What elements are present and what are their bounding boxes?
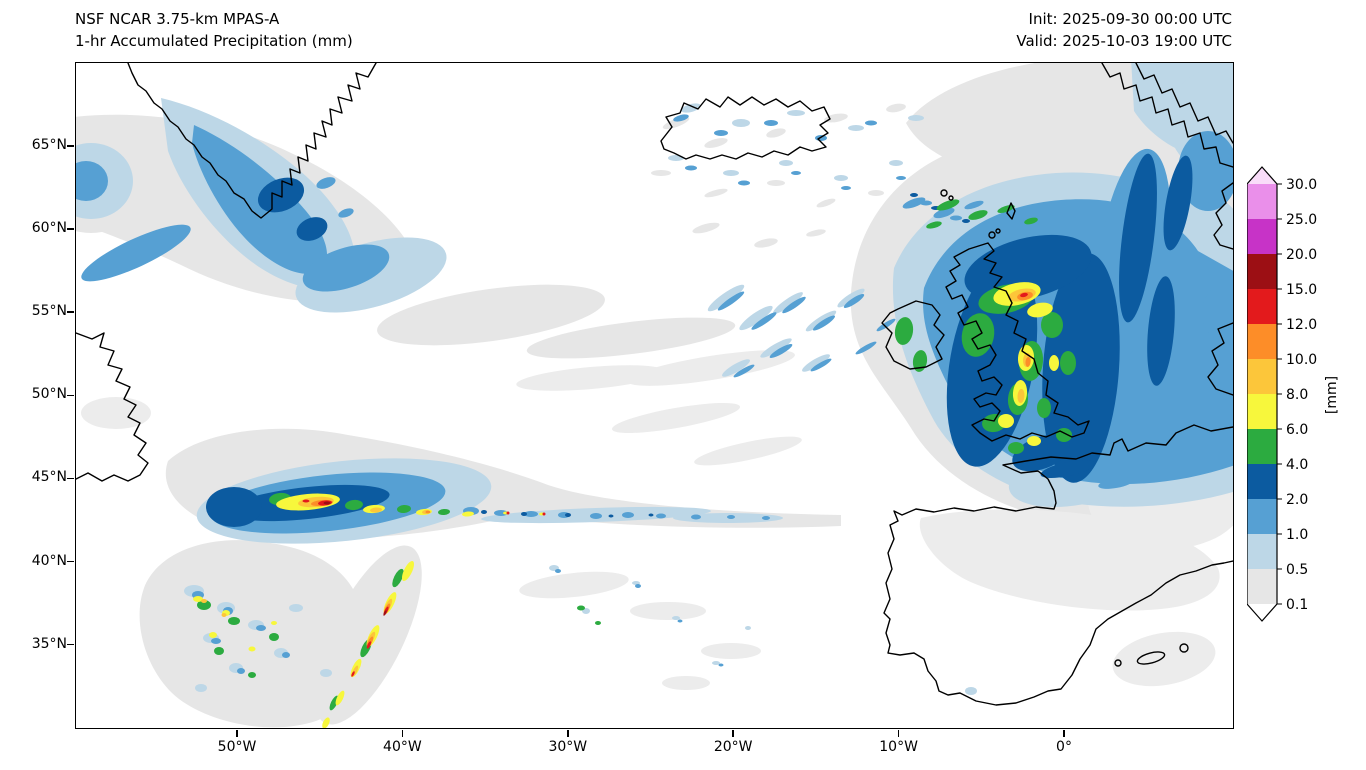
- init-time: Init: 2025-09-30 00:00 UTC: [1028, 10, 1232, 28]
- colorbar-segment: [1247, 499, 1277, 534]
- greenland-coastline: [127, 63, 377, 219]
- lon-tick-label: 30°W: [548, 739, 588, 755]
- valid-time: Valid: 2025-10-03 19:00 UTC: [1016, 32, 1232, 50]
- norway-south-cape-coastline: [1213, 182, 1233, 250]
- colorbar-tick-label: 12.0: [1286, 317, 1317, 333]
- lat-tick-label: 40°N: [31, 552, 67, 569]
- product-name: 1-hr Accumulated Precipitation (mm): [75, 32, 353, 50]
- colorbar: 0.1 0.5 1.0 2.0 4.0 6.0 8.0 10.0 12.0 15.0 20.0 25.…: [1246, 166, 1362, 630]
- iceland-coastline: [660, 96, 831, 160]
- balearic-islands-coastline: [1136, 651, 1166, 665]
- colorbar-tick-label: 15.0: [1286, 282, 1317, 298]
- faroe-islands-coastline: [940, 189, 948, 197]
- colorbar-tick-label: 1.0: [1286, 527, 1308, 543]
- lon-tick-mark: [1063, 730, 1065, 737]
- colorbar-segment: [1247, 254, 1277, 289]
- colorbar-tick-label: 4.0: [1286, 457, 1308, 473]
- lat-tick-mark: [67, 560, 74, 563]
- lon-tick-mark: [236, 730, 238, 737]
- balearic-islands-coastline: [1114, 659, 1122, 667]
- lon-tick-mark: [567, 730, 569, 737]
- colorbar-segment: [1247, 289, 1277, 324]
- colorbar-segment: [1247, 324, 1277, 359]
- colorbar-tick-label: 0.1: [1286, 597, 1308, 613]
- colorbar-tick-label: 10.0: [1286, 352, 1317, 368]
- plot-title-block: NSF NCAR 3.75-km MPAS-A 1-hr Accumulated…: [75, 8, 353, 52]
- map-canvas: [75, 62, 1234, 729]
- model-name: NSF NCAR 3.75-km MPAS-A: [75, 10, 280, 28]
- precipitation-map: [76, 63, 1233, 728]
- colorbar-tick-label: 0.5: [1286, 562, 1308, 578]
- plot-time-block: Init: 2025-09-30 00:00 UTC Valid: 2025-1…: [1016, 8, 1232, 52]
- lon-tick-mark: [897, 730, 900, 737]
- precip-darkred-layer: [323, 501, 387, 616]
- lon-tick-mark: [401, 730, 404, 737]
- lat-tick-label: 35°N: [31, 635, 67, 652]
- norway-coastline: [1101, 63, 1233, 168]
- colorbar-tick-label: 2.0: [1286, 492, 1308, 508]
- colorbar-segment: [1247, 184, 1277, 219]
- colorbar-over-arrow: [1247, 167, 1277, 184]
- orkney-coastline: [988, 231, 996, 239]
- great-britain-coastline: [945, 242, 1090, 442]
- colorbar-tick-label: 30.0: [1286, 177, 1317, 193]
- lon-tick-label: 10°W: [879, 739, 918, 755]
- lat-tick-mark: [67, 477, 74, 480]
- colorbar-segment: [1247, 429, 1277, 464]
- newfoundland-coastline: [76, 332, 149, 482]
- lat-tick-label: 60°N: [31, 220, 67, 237]
- lat-tick-mark: [67, 643, 74, 646]
- colorbar-tick-label: 25.0: [1286, 212, 1317, 228]
- lon-tick-label: 40°W: [383, 739, 422, 755]
- colorbar-tick-label: 20.0: [1286, 247, 1317, 263]
- norway-fjord-line: [1135, 63, 1233, 144]
- colorbar-segment: [1247, 359, 1277, 394]
- lat-tick-label: 65°N: [31, 137, 67, 153]
- colorbar-tick-label: 8.0: [1286, 387, 1308, 403]
- denmark-coastline: [1207, 322, 1233, 396]
- colorbar-tick-label: 6.0: [1286, 422, 1308, 438]
- lon-tick-label: 0°: [1056, 739, 1072, 755]
- orkney-coastline: [995, 228, 1001, 234]
- lat-tick-label: 55°N: [31, 303, 67, 320]
- lat-tick-mark: [67, 145, 74, 147]
- europe-mainland-coastline: [883, 424, 1233, 706]
- colorbar-segment: [1247, 464, 1277, 499]
- lat-tick-mark: [67, 394, 74, 397]
- lat-tick-mark: [67, 228, 74, 230]
- colorbar-svg: 0.1 0.5 1.0 2.0 4.0 6.0 8.0 10.0 12.0 15.0 20.0 25.…: [1246, 166, 1317, 622]
- colorbar-segment: [1247, 219, 1277, 254]
- colorbar-under-arrow: [1247, 604, 1277, 621]
- lat-tick-label: 50°N: [31, 386, 67, 403]
- colorbar-segment: [1247, 534, 1277, 569]
- faroe-islands-coastline: [948, 195, 954, 201]
- shetland-coastline: [1006, 202, 1016, 220]
- coastline-layer: [76, 63, 1233, 706]
- lon-tick-mark: [732, 730, 734, 737]
- lon-tick-label: 20°W: [713, 739, 753, 755]
- ireland-coastline: [881, 300, 945, 370]
- colorbar-segment: [1247, 569, 1277, 604]
- lat-tick-mark: [67, 311, 74, 313]
- colorbar-unit-label: [mm]: [1324, 375, 1340, 415]
- lon-tick-label: 50°W: [217, 739, 257, 755]
- colorbar-segment: [1247, 394, 1277, 429]
- lat-tick-label: 45°N: [31, 469, 67, 486]
- balearic-islands-coastline: [1179, 643, 1189, 653]
